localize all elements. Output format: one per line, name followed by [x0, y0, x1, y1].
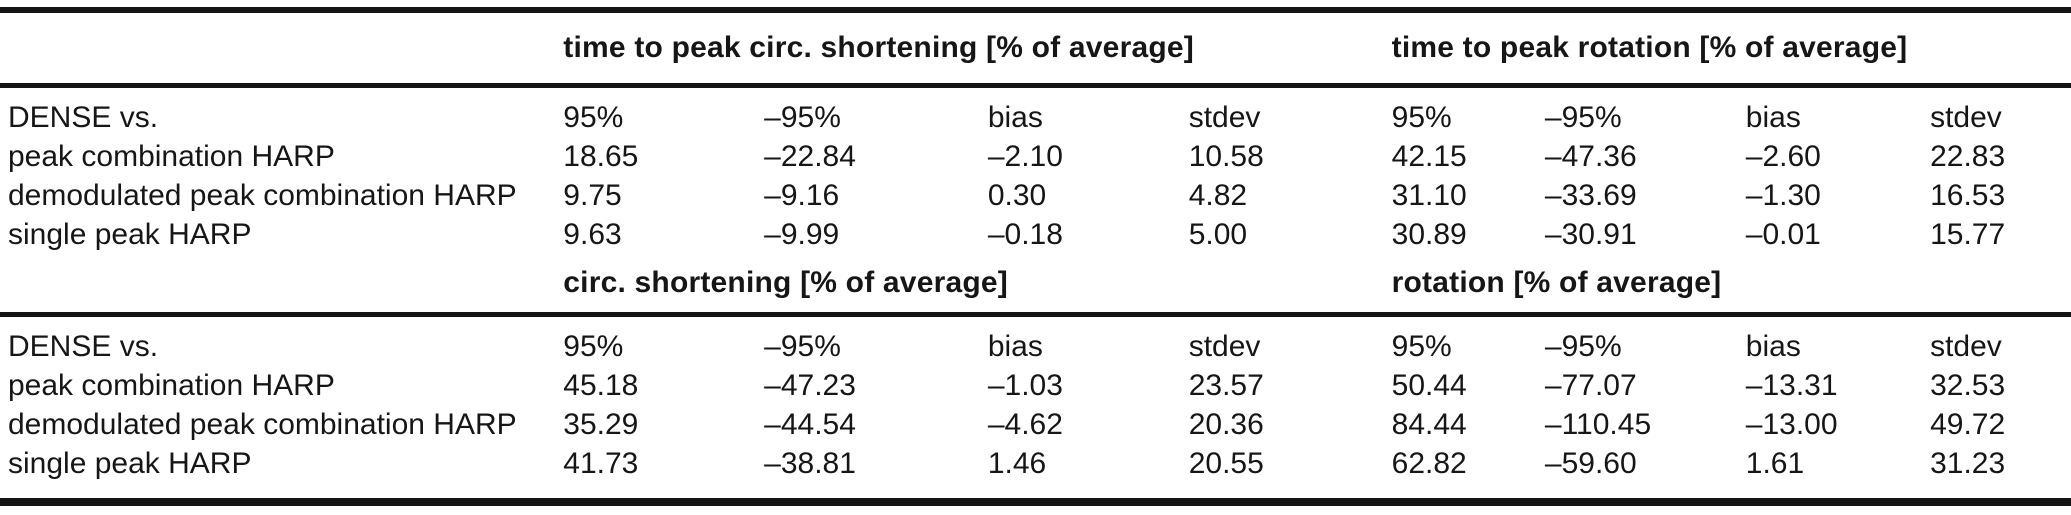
data-cell: –9.99 — [764, 217, 840, 251]
data-cell: 32.53 — [1930, 368, 2006, 402]
row-label: peak combination HARP — [8, 368, 335, 402]
table-row: demodulated peak combination HARP 35.29 … — [0, 405, 2071, 444]
data-cell: –77.07 — [1544, 368, 1637, 402]
data-cell: 20.36 — [1188, 407, 1264, 441]
data-cell: –2.10 — [987, 139, 1063, 173]
column-header-neg95: –95% — [764, 100, 841, 134]
bottom-whitespace — [0, 483, 2071, 498]
table-section-2: DENSE vs. 95% –95% bias stdev 95% –95% b… — [0, 317, 2071, 483]
data-cell: –0.18 — [987, 217, 1063, 251]
data-cell: –33.69 — [1544, 178, 1637, 212]
column-header-row: DENSE vs. 95% –95% bias stdev 95% –95% b… — [0, 327, 2071, 366]
data-cell: 62.82 — [1391, 446, 1467, 480]
data-cell: 22.83 — [1930, 139, 2006, 173]
data-cell: –30.91 — [1544, 217, 1637, 251]
table-row: peak combination HARP 18.65 –22.84 –2.10… — [0, 137, 2071, 176]
column-header-stdev: stdev — [1188, 329, 1261, 363]
data-cell: 1.46 — [987, 446, 1047, 480]
column-header-bias: bias — [1745, 100, 1801, 134]
data-cell: 41.73 — [563, 446, 639, 480]
data-cell: 4.82 — [1188, 178, 1248, 212]
column-header-95: 95% — [1391, 329, 1452, 363]
table-row: single peak HARP 41.73 –38.81 1.46 20.55… — [0, 444, 2071, 483]
data-cell: 84.44 — [1391, 407, 1467, 441]
row-label: single peak HARP — [8, 446, 252, 480]
data-cell: 10.58 — [1188, 139, 1264, 173]
column-header-95: 95% — [563, 100, 624, 134]
data-cell: –1.03 — [987, 368, 1063, 402]
column-header-bias: bias — [987, 329, 1043, 363]
group-header-time-to-peak-rotation: time to peak rotation [% of average] — [1391, 31, 1908, 64]
table-row: peak combination HARP 45.18 –47.23 –1.03… — [0, 366, 2071, 405]
data-cell: 31.23 — [1930, 446, 2006, 480]
row-label: peak combination HARP — [8, 139, 335, 173]
data-cell: –59.60 — [1544, 446, 1637, 480]
data-cell: –0.01 — [1745, 217, 1821, 251]
data-cell: –44.54 — [764, 407, 856, 441]
data-cell: 49.72 — [1930, 407, 2006, 441]
group-header-row-2: circ. shortening [% of average] rotation… — [0, 254, 2071, 312]
table-top-rule — [0, 7, 2071, 13]
data-cell: 0.30 — [987, 178, 1047, 212]
column-header-neg95: –95% — [1544, 329, 1622, 363]
table-row: demodulated peak combination HARP 9.75 –… — [0, 176, 2071, 215]
column-header-row: DENSE vs. 95% –95% bias stdev 95% –95% b… — [0, 98, 2071, 137]
row-label: demodulated peak combination HARP — [8, 178, 517, 212]
group-header-time-to-peak-circ-shortening: time to peak circ. shortening [% of aver… — [563, 31, 1194, 64]
row-label-dense-vs: DENSE vs. — [8, 329, 159, 363]
data-cell: –1.30 — [1745, 178, 1821, 212]
data-cell: 1.61 — [1745, 446, 1805, 480]
group-header-row-1: time to peak circ. shortening [% of aver… — [0, 13, 2071, 83]
data-cell: 9.75 — [563, 178, 622, 212]
table-row: single peak HARP 9.63 –9.99 –0.18 5.00 3… — [0, 215, 2071, 254]
row-label: single peak HARP — [8, 217, 252, 251]
column-header-bias: bias — [1745, 329, 1801, 363]
header-rule-1 — [0, 83, 2071, 88]
column-header-neg95: –95% — [1544, 100, 1622, 134]
data-cell: 9.63 — [563, 217, 622, 251]
data-cell: –2.60 — [1745, 139, 1821, 173]
data-cell: –110.45 — [1544, 407, 1652, 441]
data-cell: –47.23 — [764, 368, 856, 402]
data-cell: –9.16 — [764, 178, 840, 212]
row-label: demodulated peak combination HARP — [8, 407, 517, 441]
data-cell: –47.36 — [1544, 139, 1637, 173]
row-label-dense-vs: DENSE vs. — [8, 100, 159, 134]
column-header-bias: bias — [987, 100, 1043, 134]
data-cell: –38.81 — [764, 446, 856, 480]
data-cell: –4.62 — [987, 407, 1063, 441]
data-cell: 5.00 — [1188, 217, 1248, 251]
group-header-circ-shortening: circ. shortening [% of average] — [563, 266, 1008, 299]
table-section-1: DENSE vs. 95% –95% bias stdev 95% –95% b… — [0, 88, 2071, 254]
table-bottom-rule — [0, 498, 2071, 506]
group-header-rotation: rotation [% of average] — [1391, 266, 1722, 299]
data-cell: 45.18 — [563, 368, 639, 402]
data-cell: 23.57 — [1188, 368, 1264, 402]
column-header-neg95: –95% — [764, 329, 841, 363]
data-cell: 31.10 — [1391, 178, 1467, 212]
data-cell: 16.53 — [1930, 178, 2006, 212]
data-cell: –22.84 — [764, 139, 856, 173]
data-cell: –13.31 — [1745, 368, 1838, 402]
data-cell: 30.89 — [1391, 217, 1467, 251]
column-header-stdev: stdev — [1930, 100, 2002, 134]
data-cell: –13.00 — [1745, 407, 1838, 441]
data-cell: 50.44 — [1391, 368, 1467, 402]
data-cell: 18.65 — [563, 139, 639, 173]
header-rule-2 — [0, 312, 2071, 317]
data-cell: 20.55 — [1188, 446, 1264, 480]
column-header-95: 95% — [563, 329, 624, 363]
data-cell: 15.77 — [1930, 217, 2006, 251]
column-header-95: 95% — [1391, 100, 1452, 134]
data-cell: 42.15 — [1391, 139, 1467, 173]
column-header-stdev: stdev — [1930, 329, 2002, 363]
column-header-stdev: stdev — [1188, 100, 1261, 134]
data-cell: 35.29 — [563, 407, 639, 441]
